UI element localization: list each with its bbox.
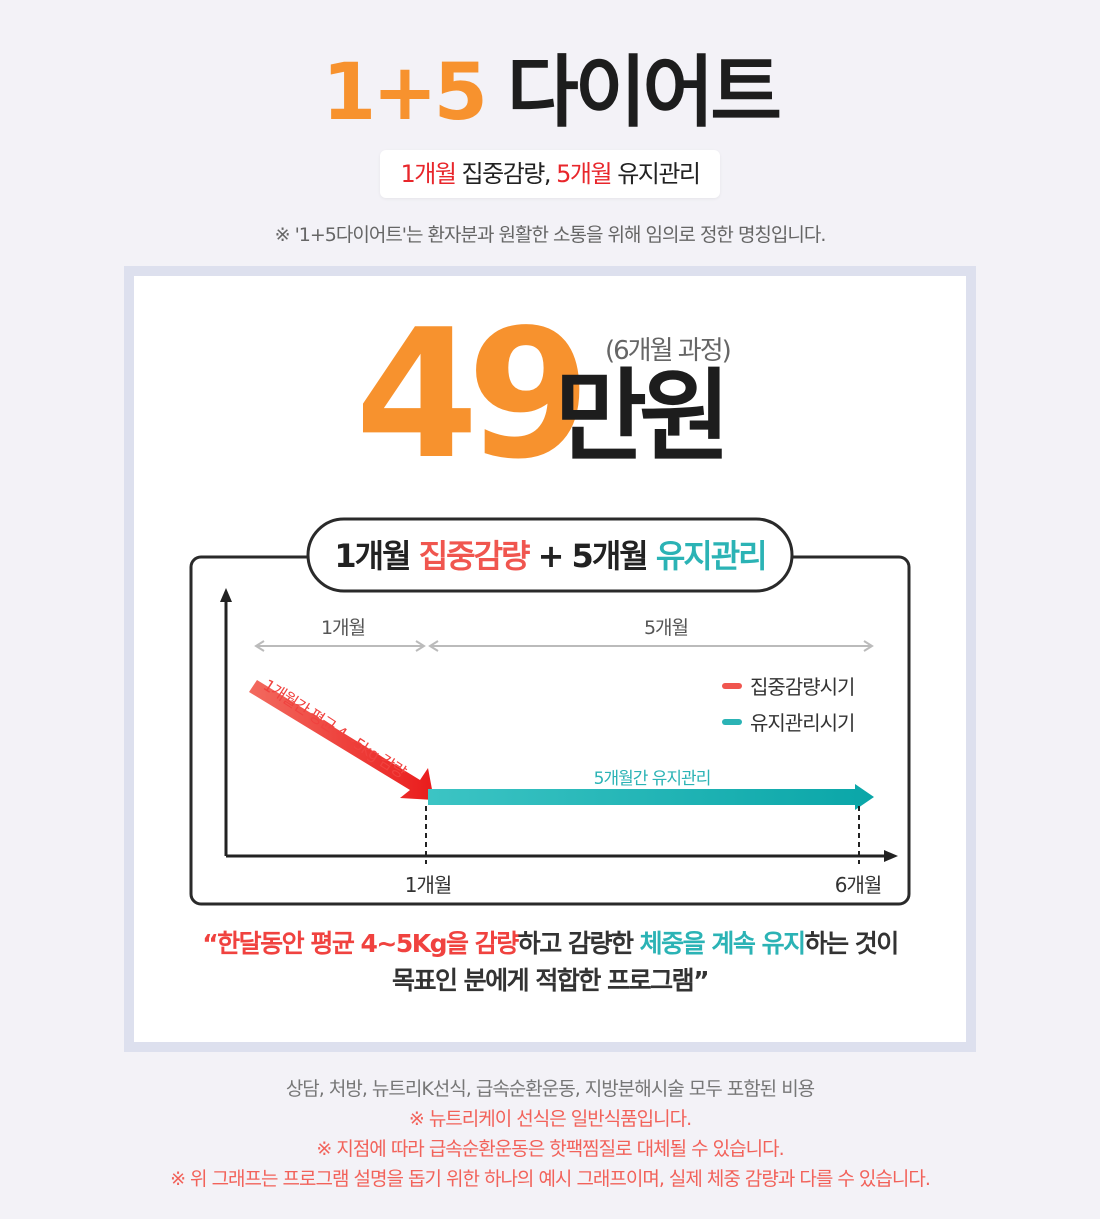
program-quote: “한달동안 평균 4~5Kg을 감량하고 감량한 체중을 계속 유지하는 것이 … bbox=[0, 925, 1100, 999]
maintenance-arrow bbox=[428, 784, 874, 810]
maintenance-arrow-label: 5개월간 유지관리 bbox=[594, 769, 711, 789]
subtitle-5month: 5개월 bbox=[556, 160, 612, 188]
reduction-arrow-label: 1개월간 평균 4~5kg 감량 bbox=[260, 675, 410, 782]
price-card bbox=[134, 276, 966, 1042]
span-5-label: 5개월 bbox=[644, 617, 688, 639]
legend-swatch-reduction bbox=[722, 683, 742, 689]
pill-text: 1개월 집중감량 + 5개월 유지관리 bbox=[334, 537, 765, 575]
diagram-pill bbox=[306, 517, 794, 593]
x-tick-6: 6개월 bbox=[835, 873, 882, 897]
price-period: (6개월 과정) bbox=[605, 336, 732, 366]
page-title: 1+5 다이어트 bbox=[0, 48, 1100, 138]
legend-reduction: 집중감량시기 bbox=[750, 675, 854, 699]
subtitle-1month: 1개월 bbox=[400, 160, 456, 188]
title-number: 1+5 bbox=[321, 48, 488, 138]
price-number: 49 bbox=[355, 291, 591, 498]
subtitle-text1: 집중감량, bbox=[455, 160, 557, 188]
price-unit: 만원 bbox=[555, 358, 731, 475]
span-1-label: 1개월 bbox=[321, 617, 365, 639]
footer-note-3: ※ 위 그래프는 프로그램 설명을 돕기 위한 하나의 예시 그래프이며, 실제… bbox=[170, 1168, 931, 1190]
subtitle-badge: 1개월 집중감량, 5개월 유지관리 bbox=[380, 150, 720, 198]
x-axis-arrow-icon bbox=[884, 850, 898, 862]
quote-line-2: 목표인 분에게 적합한 프로그램” bbox=[391, 966, 710, 995]
subtitle-text2: 유지관리 bbox=[611, 160, 701, 188]
footer-note-2: ※ 지점에 따라 급속순환운동은 핫팩찜질로 대체될 수 있습니다. bbox=[316, 1138, 784, 1160]
y-axis-arrow-icon bbox=[220, 588, 232, 602]
footer-note-1: ※ 뉴트리케이 선식은 일반식품입니다. bbox=[408, 1108, 692, 1130]
span-arrows bbox=[254, 640, 874, 652]
legend-maintenance: 유지관리시기 bbox=[750, 711, 854, 735]
naming-note: ※ '1+5다이어트'는 환자분과 원활한 소통을 위해 임의로 정한 명칭입니… bbox=[274, 224, 827, 246]
x-tick-1: 1개월 bbox=[405, 873, 452, 897]
reduction-arrow bbox=[249, 680, 434, 800]
footer-included: 상담, 처방, 뉴트리K선식, 급속순환운동, 지방분해시술 모두 포함된 비용 bbox=[285, 1078, 815, 1100]
title-text: 다이어트 bbox=[507, 48, 782, 138]
quote-line-1: “한달동안 평균 4~5Kg을 감량하고 감량한 체중을 계속 유지하는 것이 bbox=[202, 929, 899, 958]
legend-swatch-maintenance bbox=[722, 719, 742, 725]
